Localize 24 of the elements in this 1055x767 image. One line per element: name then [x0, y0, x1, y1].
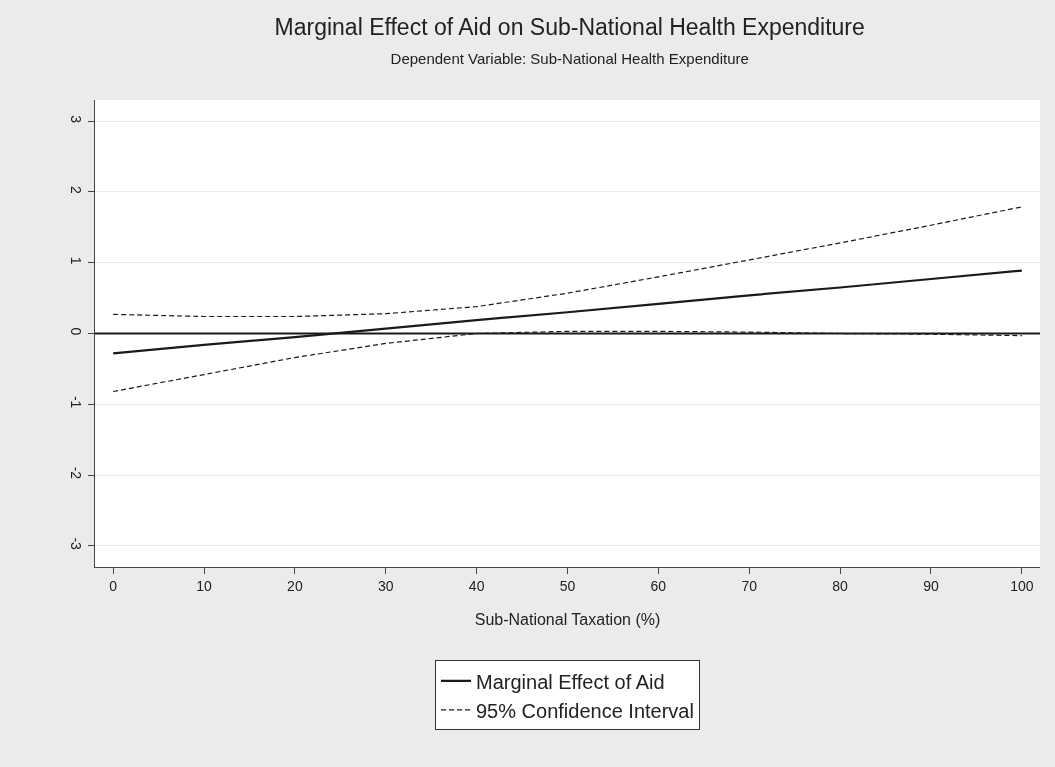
legend-label: Marginal Effect of Aid: [476, 670, 665, 693]
y-tick-label: -2: [68, 466, 85, 480]
x-tick-label: 30: [377, 577, 394, 594]
y-tick-label: -1: [68, 395, 85, 409]
line-series: [112, 206, 1023, 318]
x-tick-label: 100: [1010, 577, 1034, 594]
x-axis-title: Sub-National Taxation (%): [474, 611, 661, 628]
y-tick-label: -3: [68, 537, 85, 551]
chart-title: Marginal Effect of Aid on Sub-National Health Expenditure: [274, 13, 865, 40]
legend-label: 95% Confidence Interval: [476, 699, 694, 722]
chart-subtitle: Dependent Variable: Sub-National Health Expenditure: [390, 50, 749, 68]
y-tick-label: 0: [68, 327, 85, 336]
y-tick-label: 3: [68, 115, 85, 124]
x-tick-label: 40: [468, 577, 485, 594]
y-tick-label: 2: [68, 185, 85, 194]
x-tick-label: 80: [832, 577, 849, 594]
x-tick-label: 70: [741, 577, 758, 594]
x-tick-label: 60: [650, 577, 667, 594]
x-tick-label: 10: [196, 577, 213, 594]
x-tick-label: 20: [287, 577, 303, 594]
x-tick-label: 50: [559, 577, 576, 594]
x-tick-label: 90: [923, 577, 939, 594]
y-tick-label: 1: [68, 256, 85, 265]
x-tick-label: 0: [109, 577, 118, 594]
